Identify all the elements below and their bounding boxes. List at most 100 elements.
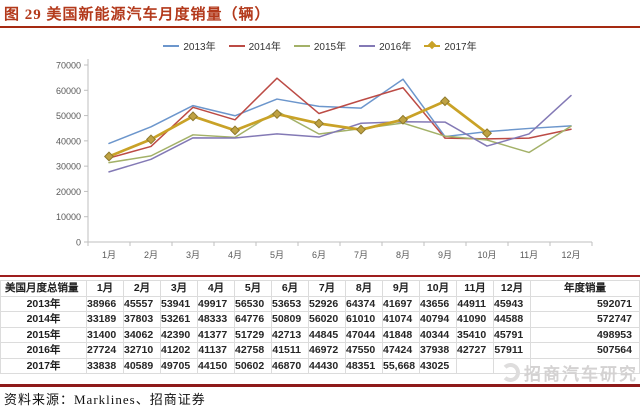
sales-value-cell: 32710	[123, 342, 161, 359]
table-header-cell: 8月	[345, 280, 383, 297]
table-row-2013年: 2013年 38966 45557 53941 49917 56530 53653 52926…	[0, 295, 640, 312]
sales-value-cell: 44845	[308, 326, 346, 343]
sales-value-cell: 572747	[530, 311, 640, 328]
year-label-cell: 2016年	[0, 342, 87, 359]
sales-value-cell: 41137	[197, 342, 235, 359]
y-axis-tick-label: 10000	[56, 212, 81, 222]
sales-value-cell	[530, 357, 640, 374]
section-divider-bottom	[0, 384, 640, 387]
sales-value-cell: 64776	[234, 311, 272, 328]
y-axis-tick-label: 30000	[56, 162, 81, 172]
sales-value-cell: 42390	[160, 326, 198, 343]
figure-title: 图 29 美国新能源汽车月度销量（辆）	[4, 7, 271, 23]
x-axis-tick-label: 9月	[438, 250, 452, 260]
y-axis-tick-label: 0	[76, 238, 81, 248]
series-diamond-marker	[313, 118, 325, 129]
series-diamond-marker	[145, 134, 157, 145]
sales-value-cell: 56530	[234, 295, 272, 312]
legend-line-swatch	[228, 44, 245, 47]
section-divider-top	[0, 275, 640, 277]
legend-line-swatch	[359, 44, 376, 47]
table-header-cell: 6月	[271, 280, 309, 297]
series-diamond-marker	[187, 111, 199, 122]
sales-value-cell: 44588	[493, 311, 531, 328]
sales-value-cell: 41202	[160, 342, 198, 359]
x-axis-tick-label: 8月	[396, 250, 410, 260]
sales-value-cell: 52926	[308, 295, 346, 312]
series-diamond-marker	[103, 151, 115, 162]
sales-value-cell: 507564	[530, 342, 640, 359]
sales-value-cell: 33838	[86, 357, 124, 374]
table-header-cell: 4月	[197, 280, 235, 297]
watermark: 招商汽车研究	[501, 360, 638, 385]
year-label-cell: 2015年	[0, 326, 87, 343]
table-header-cell: 1月	[86, 280, 124, 297]
sales-value-cell: 41697	[382, 295, 420, 312]
series-line-2014年	[108, 77, 572, 159]
series-diamond-marker	[397, 114, 409, 125]
legend-line-swatch	[293, 44, 310, 47]
legend-line-swatch	[163, 44, 180, 47]
legend-label: 2015年	[313, 42, 347, 53]
y-axis-tick-label: 40000	[56, 136, 81, 146]
legend-label: 2014年	[248, 42, 281, 53]
sales-value-cell: 41848	[382, 326, 420, 343]
sales-value-cell: 41511	[271, 342, 309, 359]
year-label-cell: 2014年	[0, 311, 87, 328]
sales-value-cell: 41074	[382, 311, 420, 328]
chart-legend: 2013年 2014年 2015年 2016年 2017年	[0, 38, 640, 53]
y-axis-tick-label: 60000	[56, 86, 81, 96]
watermark-logo-icon	[501, 363, 520, 382]
series-line-2017年	[107, 99, 489, 158]
table-header-cell: 2月	[123, 280, 161, 297]
sales-value-cell: 44430	[308, 357, 346, 374]
sales-value-cell: 44150	[197, 357, 235, 374]
sales-value-cell: 49705	[160, 357, 198, 374]
sales-value-cell: 50809	[271, 311, 309, 328]
sales-value-cell: 43025	[419, 357, 457, 374]
sales-value-cell: 498953	[530, 326, 640, 343]
sales-value-cell: 38966	[86, 295, 124, 312]
sales-value-cell: 45943	[493, 295, 531, 312]
sales-value-cell: 48351	[345, 357, 383, 374]
sales-value-cell: 40344	[419, 326, 457, 343]
sales-value-cell: 47424	[382, 342, 420, 359]
y-axis-tick-label: 50000	[56, 111, 81, 121]
sales-value-cell: 33189	[86, 311, 124, 328]
sales-value-cell: 64374	[345, 295, 383, 312]
x-axis-tick-label: 12月	[561, 250, 580, 260]
series-line-2015年	[108, 110, 572, 164]
legend-diamond-marker	[428, 40, 437, 50]
x-axis-tick-label: 4月	[228, 250, 242, 260]
legend-line-swatch	[424, 40, 441, 50]
legend-label: 2016年	[379, 42, 412, 53]
sales-value-cell: 41377	[197, 326, 235, 343]
sales-value-cell: 48333	[197, 311, 235, 328]
series-diamond-marker	[229, 125, 241, 136]
sales-value-cell: 53653	[271, 295, 309, 312]
watermark-text: 招商汽车研究	[524, 365, 638, 384]
sales-value-cell: 43656	[419, 295, 457, 312]
sales-value-cell: 45791	[493, 326, 531, 343]
title-underline	[0, 26, 640, 28]
legend-item-2015年: 2015年	[293, 38, 347, 53]
source-note: 资料来源：Marklines、招商证券	[4, 392, 206, 407]
series-diamond-marker	[481, 128, 493, 139]
sales-value-cell: 34062	[123, 326, 161, 343]
table-row-2014年: 2014年 33189 37803 53261 48333 64776 50809 56020…	[0, 311, 640, 328]
table-header-cell: 12月	[493, 280, 531, 297]
legend-item-2016年: 2016年	[359, 38, 411, 53]
sales-value-cell: 37938	[419, 342, 457, 359]
sales-value-cell: 44911	[456, 295, 494, 312]
sales-value-cell: 45557	[123, 295, 161, 312]
x-axis-tick-label: 11月	[520, 250, 538, 260]
series-line-2013年	[108, 78, 572, 145]
monthly-sales-table: 美国月度总销量 1月 2月 3月 4月 5月 6月 7月 8月 9月 10月 11月 12月 年度销量 2…	[0, 280, 640, 374]
y-axis-tick-label: 70000	[56, 61, 81, 71]
y-axis-tick-label: 20000	[56, 187, 81, 197]
sales-value-cell: 41090	[456, 311, 494, 328]
x-axis-tick-label: 10月	[477, 250, 496, 260]
sales-value-cell: 35410	[456, 326, 494, 343]
x-axis-tick-label: 2月	[144, 250, 158, 260]
